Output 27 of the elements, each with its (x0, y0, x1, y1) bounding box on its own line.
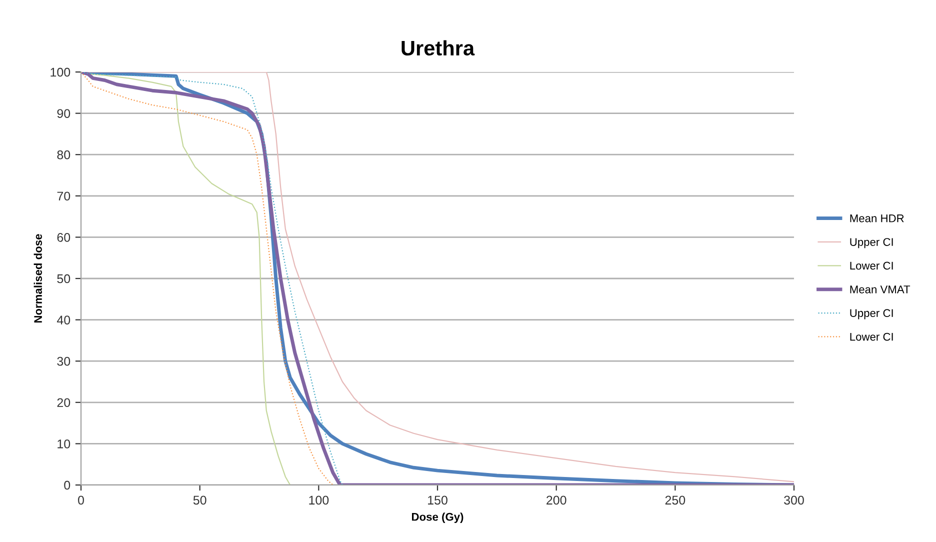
x-tick-label: 200 (546, 496, 566, 505)
legend-label: Lower CI (850, 332, 893, 341)
x-tick-label: 150 (428, 496, 448, 505)
x-tick-label: 300 (784, 496, 804, 505)
x-tick-label: 250 (665, 496, 686, 505)
y-tick-label: 100 (50, 68, 70, 77)
chart-title: Urethra (402, 40, 475, 56)
legend-label: Upper CI (850, 238, 893, 248)
x-tick-label: 100 (309, 496, 329, 505)
x-tick-label: 0 (78, 496, 84, 505)
legend-label: Upper CI (850, 309, 893, 320)
y-tick-label: 30 (57, 356, 70, 366)
legend-label: Mean HDR (850, 214, 904, 222)
y-tick-label: 40 (56, 316, 70, 324)
x-tick-label: 50 (193, 496, 206, 505)
y-tick-label: 60 (57, 233, 70, 242)
y-tick-label: 10 (58, 440, 70, 448)
y-tick-label: 0 (64, 480, 70, 490)
y-axis-title: Normalised dose (34, 234, 42, 323)
legend-label: Mean VMAT (850, 286, 910, 294)
y-tick-label: 90 (57, 109, 70, 118)
legend-label: Lower CI (850, 262, 893, 270)
y-tick-label: 20 (57, 398, 70, 408)
y-tick-label: 50 (57, 274, 70, 284)
y-tick-label: 70 (57, 192, 70, 201)
x-axis-title: Dose (Gy) (412, 512, 464, 523)
y-tick-label: 80 (57, 150, 70, 160)
